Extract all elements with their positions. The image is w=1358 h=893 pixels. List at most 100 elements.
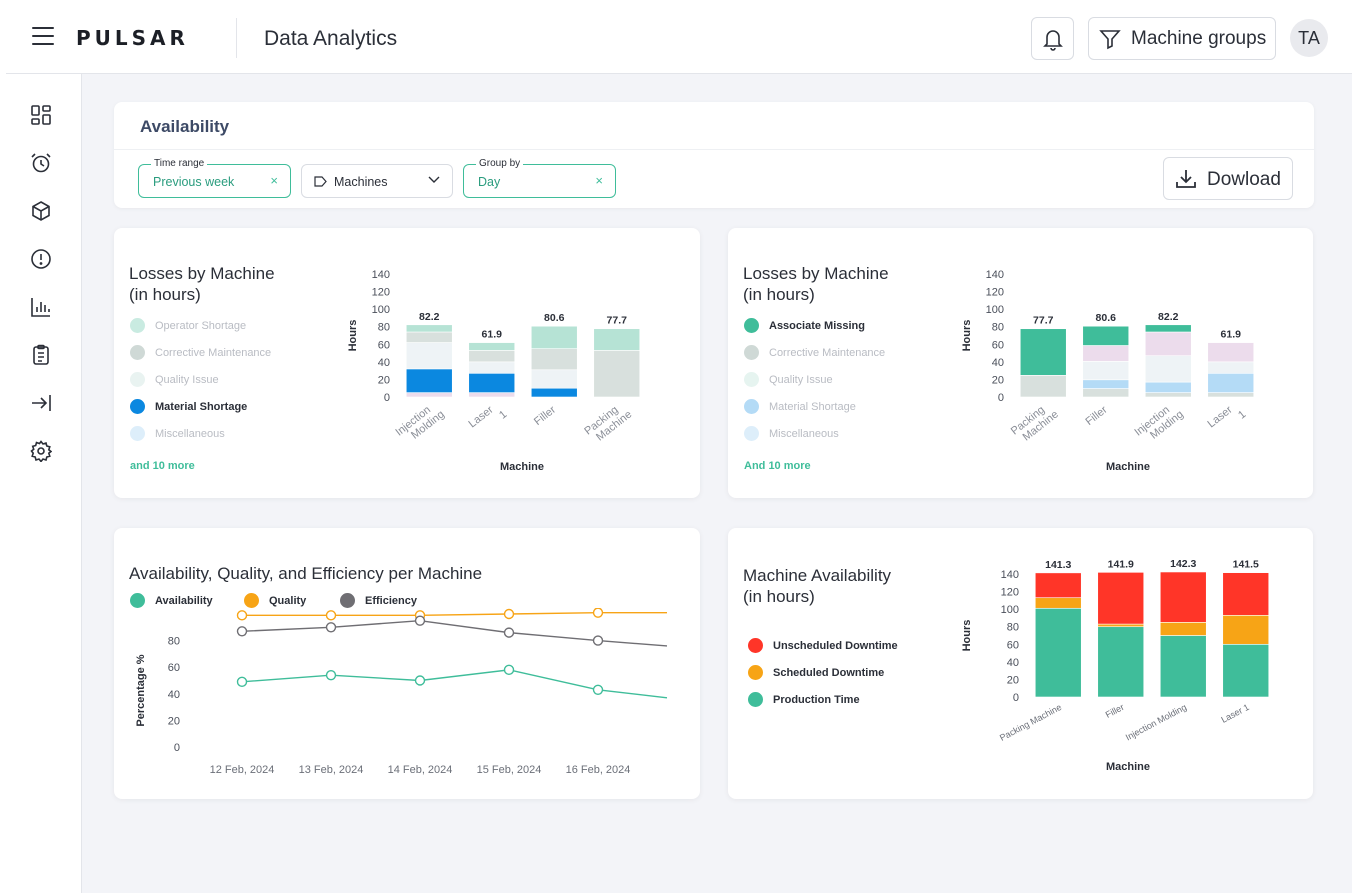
bar-segment-material-shortage <box>468 372 516 393</box>
bar-total-label: 61.9 <box>482 329 503 341</box>
card-title: Losses by Machine (in hours) <box>129 263 275 305</box>
legend-item-efficiency[interactable]: Efficiency <box>340 593 417 608</box>
legend-item-miscellaneous[interactable]: Miscellaneous <box>130 426 225 441</box>
x-tick-label-line: Filler <box>1083 404 1109 428</box>
legend-dot <box>744 318 759 333</box>
bar-segment-corrective-maintenance <box>593 350 641 398</box>
legend-item-scheduled-downtime[interactable]: Scheduled Downtime <box>748 665 884 680</box>
bar-segment-corrective-maintenance <box>405 331 453 343</box>
legend-item-material-shortage[interactable]: Material Shortage <box>130 399 247 414</box>
bar-total-label: 142.3 <box>1170 558 1196 570</box>
y-tick-label: 100 <box>372 304 390 316</box>
bar-segment-corrective-maintenance <box>1207 392 1255 398</box>
legend-item-miscellaneous[interactable]: Miscellaneous <box>744 426 839 441</box>
bar-segment-scheduled-downtime <box>1097 623 1145 628</box>
hamburger-menu-icon[interactable] <box>32 27 54 47</box>
bar-segment-operator-shortage <box>593 328 641 351</box>
y-tick-label: 80 <box>378 322 390 334</box>
collapse-arrow-icon[interactable] <box>28 390 54 416</box>
y-axis-label: Hours <box>347 320 359 352</box>
x-tick-label: Injection Molding <box>1124 702 1188 743</box>
bar-total-label: 80.6 <box>544 312 565 324</box>
x-tick-label-line: Laser <box>1206 404 1235 431</box>
y-tick-label: 80 <box>1007 622 1019 634</box>
bell-icon <box>1042 29 1063 51</box>
y-tick-label: 20 <box>168 715 180 727</box>
bar-segment-miscellaneous <box>1207 342 1255 363</box>
legend-item-associate-missing[interactable]: Associate Missing <box>744 318 865 333</box>
legend-label: Quality Issue <box>769 373 833 386</box>
y-tick-label: 20 <box>378 374 390 386</box>
download-button[interactable]: Dowload <box>1163 157 1293 200</box>
x-axis-label: Machine <box>1106 761 1150 773</box>
group-by-field[interactable]: Group by Day × <box>463 158 616 198</box>
legend-item-corrective-maintenance[interactable]: Corrective Maintenance <box>744 345 885 360</box>
legend-label: Miscellaneous <box>155 427 225 440</box>
legend-dot <box>244 593 259 608</box>
legend-label: Miscellaneous <box>769 427 839 440</box>
card-title-line2: (in hours) <box>743 285 815 304</box>
card-title: Availability, Quality, and Efficiency pe… <box>129 564 483 583</box>
data-point-quality <box>325 610 337 621</box>
machine-groups-button[interactable]: Machine groups <box>1088 17 1276 60</box>
bar-segment-production-time <box>1034 607 1082 698</box>
legend-label: Availability <box>155 594 213 607</box>
x-axis-label: Machine <box>500 461 544 473</box>
legend-item-availability[interactable]: Availability <box>130 593 213 608</box>
dashboard-icon[interactable] <box>28 102 54 128</box>
brand-logo[interactable]: PULSAR <box>76 26 189 50</box>
legend-label: Material Shortage <box>769 400 856 413</box>
notifications-button[interactable] <box>1031 17 1074 60</box>
user-avatar[interactable]: TA <box>1290 19 1328 57</box>
legend-item-quality-issue[interactable]: Quality Issue <box>130 372 219 387</box>
alarm-clock-icon[interactable] <box>28 150 54 176</box>
bar-chart-icon[interactable] <box>28 294 54 320</box>
x-tick-label: Filler <box>532 404 558 428</box>
y-tick-label: 120 <box>372 287 390 299</box>
x-tick-label: Laser 1 <box>1219 702 1250 725</box>
clipboard-icon[interactable] <box>28 342 54 368</box>
machines-select[interactable]: Machines <box>301 164 453 198</box>
bar-total-label: 141.3 <box>1045 559 1071 571</box>
time-range-field[interactable]: Time range Previous week × <box>138 158 291 198</box>
legend-item-unscheduled-downtime[interactable]: Unscheduled Downtime <box>748 638 898 653</box>
data-point-efficiency <box>236 626 248 637</box>
legend-label: Quality <box>269 594 307 607</box>
bar-segment-quality-issue <box>530 369 578 389</box>
legend-label: Corrective Maintenance <box>155 346 272 359</box>
legend-dot <box>748 692 763 707</box>
clear-group-by-icon[interactable]: × <box>595 173 603 188</box>
machine-availability-card: Machine Availability (in hours) Unschedu… <box>728 528 1313 799</box>
and-more-link[interactable]: and 10 more <box>130 460 195 472</box>
legend-item-quality[interactable]: Quality <box>244 593 306 608</box>
clear-time-range-icon[interactable]: × <box>270 173 278 188</box>
bar-total-label: 141.5 <box>1233 559 1259 571</box>
legend-item-material-shortage[interactable]: Material Shortage <box>744 399 856 414</box>
cube-icon[interactable] <box>28 198 54 224</box>
legend-item-quality-issue[interactable]: Quality Issue <box>744 372 833 387</box>
legend-item-corrective-maintenance[interactable]: Corrective Maintenance <box>130 345 271 360</box>
bar-segment-scheduled-downtime <box>1222 614 1270 645</box>
bar-segment-production-time <box>1159 635 1207 698</box>
y-tick-label: 60 <box>992 339 1004 351</box>
and-more-link[interactable]: And 10 more <box>744 460 811 472</box>
x-tick-label: Filler <box>1083 404 1109 428</box>
legend-item-operator-shortage[interactable]: Operator Shortage <box>130 318 246 333</box>
y-tick-label: 60 <box>168 662 180 674</box>
legend-item-production-time[interactable]: Production Time <box>748 692 860 707</box>
filter-icon <box>1099 29 1121 49</box>
section-divider <box>114 149 1314 150</box>
legend-dot <box>130 426 145 441</box>
tag-icon <box>314 176 327 187</box>
settings-gear-icon[interactable] <box>28 438 54 464</box>
card-title: Machine Availability (in hours) <box>743 565 891 607</box>
y-tick-label: 60 <box>1007 639 1019 651</box>
alert-circle-icon[interactable] <box>28 246 54 272</box>
series-line-quality <box>242 611 667 617</box>
machine-groups-label: Machine groups <box>1131 27 1267 49</box>
bar-total-label: 77.7 <box>1033 315 1054 327</box>
section-title: Availability <box>140 117 230 136</box>
data-point-efficiency <box>325 622 337 633</box>
